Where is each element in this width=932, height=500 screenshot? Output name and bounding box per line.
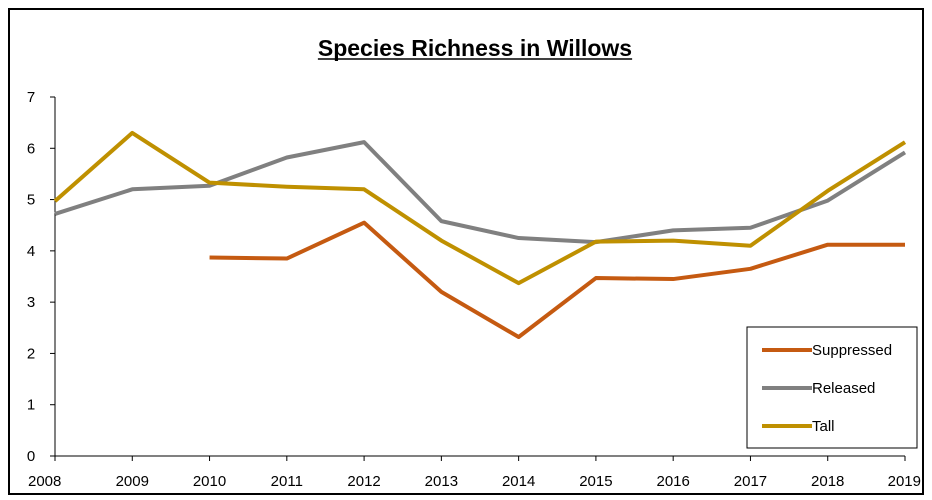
x-tick-label: 2008	[28, 473, 61, 490]
x-tick-label: 2017	[734, 473, 767, 490]
y-tick-label: 6	[27, 140, 35, 157]
y-tick-label: 0	[27, 448, 35, 465]
x-tick-label: 2019	[888, 473, 921, 490]
x-tick-label: 2011	[271, 473, 303, 490]
y-tick-label: 1	[27, 397, 35, 414]
x-tick-label: 2010	[193, 473, 226, 490]
x-tick-label: 2016	[656, 473, 689, 490]
y-tick-label: 5	[27, 192, 35, 209]
legend: Suppressed Released Tall	[746, 326, 918, 449]
axes: 0 1 2 3 4 5 6 7 2008 2009 2010 2011 2012 2013 2014 2015…	[27, 89, 921, 490]
x-tick-label: 2013	[425, 473, 458, 490]
legend-label-suppressed: Suppressed	[812, 342, 892, 359]
series-lines	[53, 130, 907, 340]
x-tick-label: 2014	[502, 473, 535, 490]
chart-title: Species Richness in Willows	[318, 35, 632, 61]
y-tick-label: 7	[27, 89, 35, 106]
series-line-suppressed	[209, 220, 905, 340]
series-line-released	[54, 140, 907, 245]
legend-label-released: Released	[812, 380, 875, 397]
series-line-tall	[53, 130, 907, 286]
x-tick-label: 2018	[811, 473, 844, 490]
x-tick-label: 2015	[579, 473, 612, 490]
y-tick-label: 3	[27, 294, 35, 311]
x-tick-label: 2009	[116, 473, 149, 490]
x-tick-label: 2012	[347, 473, 380, 490]
legend-label-tall: Tall	[812, 418, 835, 435]
y-tick-label: 4	[27, 243, 35, 260]
y-tick-label: 2	[27, 345, 35, 362]
